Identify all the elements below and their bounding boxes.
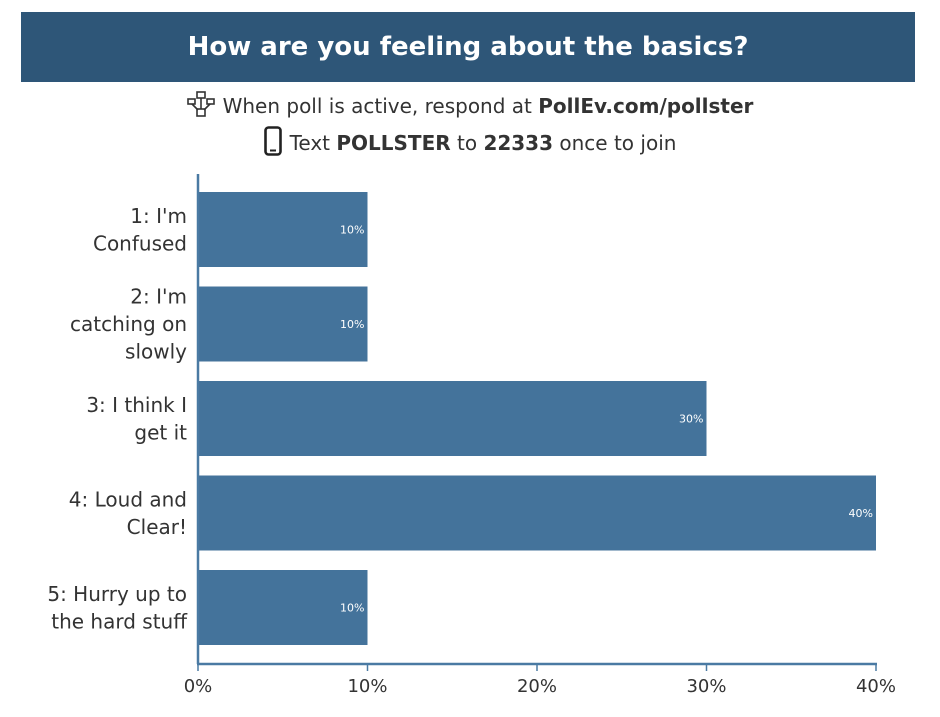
category-label-4: 4: Loud and Clear! <box>69 487 187 539</box>
category-label-1: 1: I'm Confused <box>93 204 187 256</box>
text-instructions: Text POLLSTER to 22333 once to join <box>0 125 940 161</box>
bar-value-label-5: 10% <box>340 602 364 615</box>
bar-value-label-1: 10% <box>340 224 364 237</box>
text-instructions-middle: to <box>457 131 478 155</box>
x-tick-label-40: 40% <box>856 676 896 697</box>
bar-2 <box>198 286 368 362</box>
text-instructions-prefix: Text <box>289 131 331 155</box>
poll-url[interactable]: PollEv.com/pollster <box>538 94 754 118</box>
phone-icon <box>263 125 282 161</box>
category-label-2: 2: I'm catching on slowly <box>70 285 187 364</box>
text-number: 22333 <box>483 131 554 155</box>
web-instructions-prefix: When poll is active, respond at <box>222 94 532 118</box>
x-tick-label-0: 0% <box>184 676 213 697</box>
web-instructions: When poll is active, respond at PollEv.c… <box>0 89 940 123</box>
bar-value-label-3: 30% <box>679 413 703 426</box>
x-tick-label-30: 30% <box>686 676 726 697</box>
title-bar: How are you feeling about the basics? <box>21 12 915 82</box>
category-label-5: 5: Hurry up to the hard stuff <box>47 582 188 634</box>
x-tick-label-20: 20% <box>517 676 557 697</box>
bar-1 <box>198 192 368 267</box>
page-title: How are you feeling about the basics? <box>187 32 749 62</box>
text-keyword: POLLSTER <box>336 131 451 155</box>
bar-4 <box>198 475 876 551</box>
bar-value-label-2: 10% <box>340 318 364 331</box>
network-icon <box>186 90 215 122</box>
x-tick-label-10: 10% <box>347 676 387 697</box>
text-instructions-suffix: once to join <box>559 131 677 155</box>
bar-3 <box>198 381 707 456</box>
bar-5 <box>198 570 368 645</box>
bar-value-label-4: 40% <box>849 507 873 520</box>
